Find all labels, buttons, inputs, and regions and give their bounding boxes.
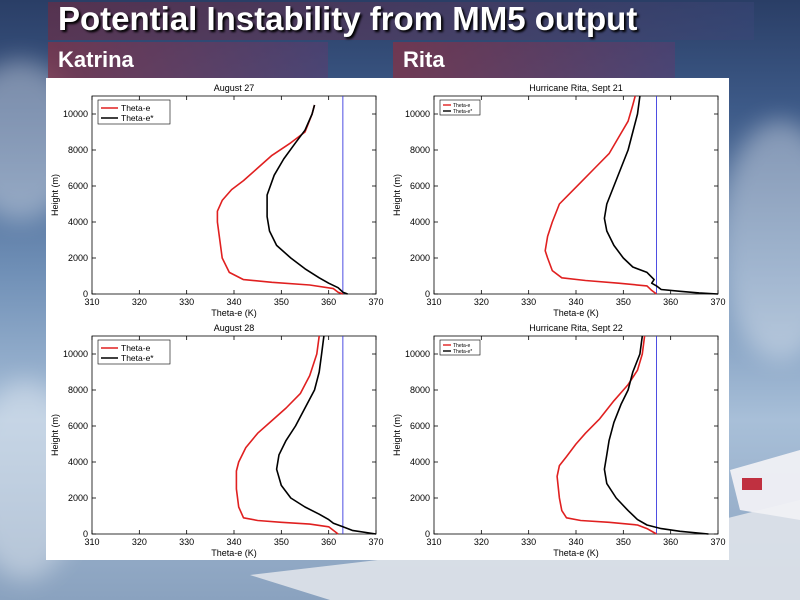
- y-tick-label: 10000: [63, 349, 88, 359]
- x-tick-label: 330: [521, 537, 536, 547]
- legend-label: Theta-e: [121, 343, 151, 353]
- x-tick-label: 330: [521, 297, 536, 307]
- legend-label: Theta-e*: [121, 113, 154, 123]
- series-line-theta-e-star: [266, 104, 348, 295]
- legend-label: Theta-e: [453, 343, 470, 349]
- y-tick-label: 8000: [410, 145, 430, 155]
- series-line-theta-e: [556, 335, 657, 535]
- y-tick-label: 6000: [410, 181, 430, 191]
- x-tick-label: 370: [368, 537, 383, 547]
- y-tick-label: 4000: [68, 217, 88, 227]
- series-line-theta-e: [235, 335, 339, 535]
- x-tick-label: 330: [179, 297, 194, 307]
- legend-label: Theta-e: [121, 103, 151, 113]
- y-tick-label: 6000: [410, 421, 430, 431]
- y-tick-label: 10000: [405, 109, 430, 119]
- plot-frame: [433, 335, 719, 535]
- y-tick-label: 6000: [68, 421, 88, 431]
- y-axis-label: Height (m): [50, 414, 60, 456]
- x-tick-label: 310: [84, 537, 99, 547]
- y-tick-label: 8000: [68, 385, 88, 395]
- y-tick-label: 8000: [68, 145, 88, 155]
- x-tick-label: 340: [568, 297, 583, 307]
- x-tick-label: 310: [426, 537, 441, 547]
- x-tick-label: 350: [616, 297, 631, 307]
- title-bar: [48, 2, 754, 40]
- y-tick-label: 0: [425, 289, 430, 299]
- x-tick-label: 340: [568, 537, 583, 547]
- chart-title: Hurricane Rita, Sept 21: [529, 83, 623, 93]
- chart-rita-sept-22: Hurricane Rita, Sept 22 310 320 330 340 350 36…: [392, 323, 726, 558]
- x-tick-label: 320: [474, 297, 489, 307]
- y-tick-label: 4000: [68, 457, 88, 467]
- y-tick-label: 0: [83, 529, 88, 539]
- chart-august-28: August 28 310 320 330 340 350 360 370 0 2000 4000 6…: [50, 323, 384, 558]
- x-tick-label: 350: [616, 537, 631, 547]
- x-tick-label: 340: [226, 537, 241, 547]
- y-axis-label: Height (m): [392, 414, 402, 456]
- chart-title: August 28: [214, 323, 255, 333]
- series-line-theta-e: [544, 95, 657, 295]
- x-axis-label: Theta-e (K): [553, 548, 599, 558]
- y-axis-label: Height (m): [50, 174, 60, 216]
- y-tick-label: 8000: [410, 385, 430, 395]
- chart-august-27: August 27 310 320 330 340 350 360 370 0 2000 4000 6…: [50, 83, 384, 318]
- x-tick-label: 370: [368, 297, 383, 307]
- x-tick-label: 360: [321, 537, 336, 547]
- legend-label: Theta-e*: [453, 109, 472, 115]
- x-tick-label: 310: [84, 297, 99, 307]
- column-label-katrina: Katrina: [48, 42, 328, 78]
- x-tick-label: 370: [710, 537, 725, 547]
- plot-frame: [91, 335, 377, 535]
- series-line-theta-e: [216, 104, 344, 295]
- y-tick-label: 4000: [410, 217, 430, 227]
- y-tick-label: 2000: [410, 493, 430, 503]
- y-axis-label: Height (m): [392, 174, 402, 216]
- series-line-theta-e-star: [603, 335, 709, 535]
- legend-label: Theta-e*: [453, 349, 472, 355]
- y-tick-label: 6000: [68, 181, 88, 191]
- x-tick-label: 320: [474, 537, 489, 547]
- y-tick-label: 10000: [405, 349, 430, 359]
- legend-label: Theta-e: [453, 103, 470, 109]
- chart-rita-sept-21: Hurricane Rita, Sept 21 310 320 330 340 350 36…: [392, 83, 726, 318]
- y-tick-label: 0: [425, 529, 430, 539]
- x-tick-label: 360: [663, 297, 678, 307]
- slide-title: Potential Instability from MM5 output: [58, 0, 638, 37]
- column-label-rita: Rita: [393, 42, 675, 78]
- x-tick-label: 320: [132, 537, 147, 547]
- x-tick-label: 360: [663, 537, 678, 547]
- plot-frame: [91, 95, 377, 295]
- legend-label: Theta-e*: [121, 353, 154, 363]
- x-tick-label: 360: [321, 297, 336, 307]
- plot-frame: [433, 95, 719, 295]
- y-tick-label: 2000: [410, 253, 430, 263]
- y-tick-label: 10000: [63, 109, 88, 119]
- x-tick-label: 370: [710, 297, 725, 307]
- x-tick-label: 310: [426, 297, 441, 307]
- x-axis-label: Theta-e (K): [211, 548, 257, 558]
- x-tick-label: 330: [179, 537, 194, 547]
- chart-title: August 27: [214, 83, 255, 93]
- legend-box: [97, 99, 171, 125]
- series-line-theta-e-star: [275, 335, 377, 535]
- x-axis-label: Theta-e (K): [553, 308, 599, 318]
- legend-box: [97, 339, 171, 365]
- chart-title: Hurricane Rita, Sept 22: [529, 323, 623, 333]
- y-tick-label: 2000: [68, 493, 88, 503]
- x-tick-label: 320: [132, 297, 147, 307]
- y-tick-label: 0: [83, 289, 88, 299]
- y-tick-label: 2000: [68, 253, 88, 263]
- series-line-theta-e-star: [603, 95, 719, 295]
- x-tick-label: 340: [226, 297, 241, 307]
- x-tick-label: 350: [274, 297, 289, 307]
- x-axis-label: Theta-e (K): [211, 308, 257, 318]
- x-tick-label: 350: [274, 537, 289, 547]
- y-tick-label: 4000: [410, 457, 430, 467]
